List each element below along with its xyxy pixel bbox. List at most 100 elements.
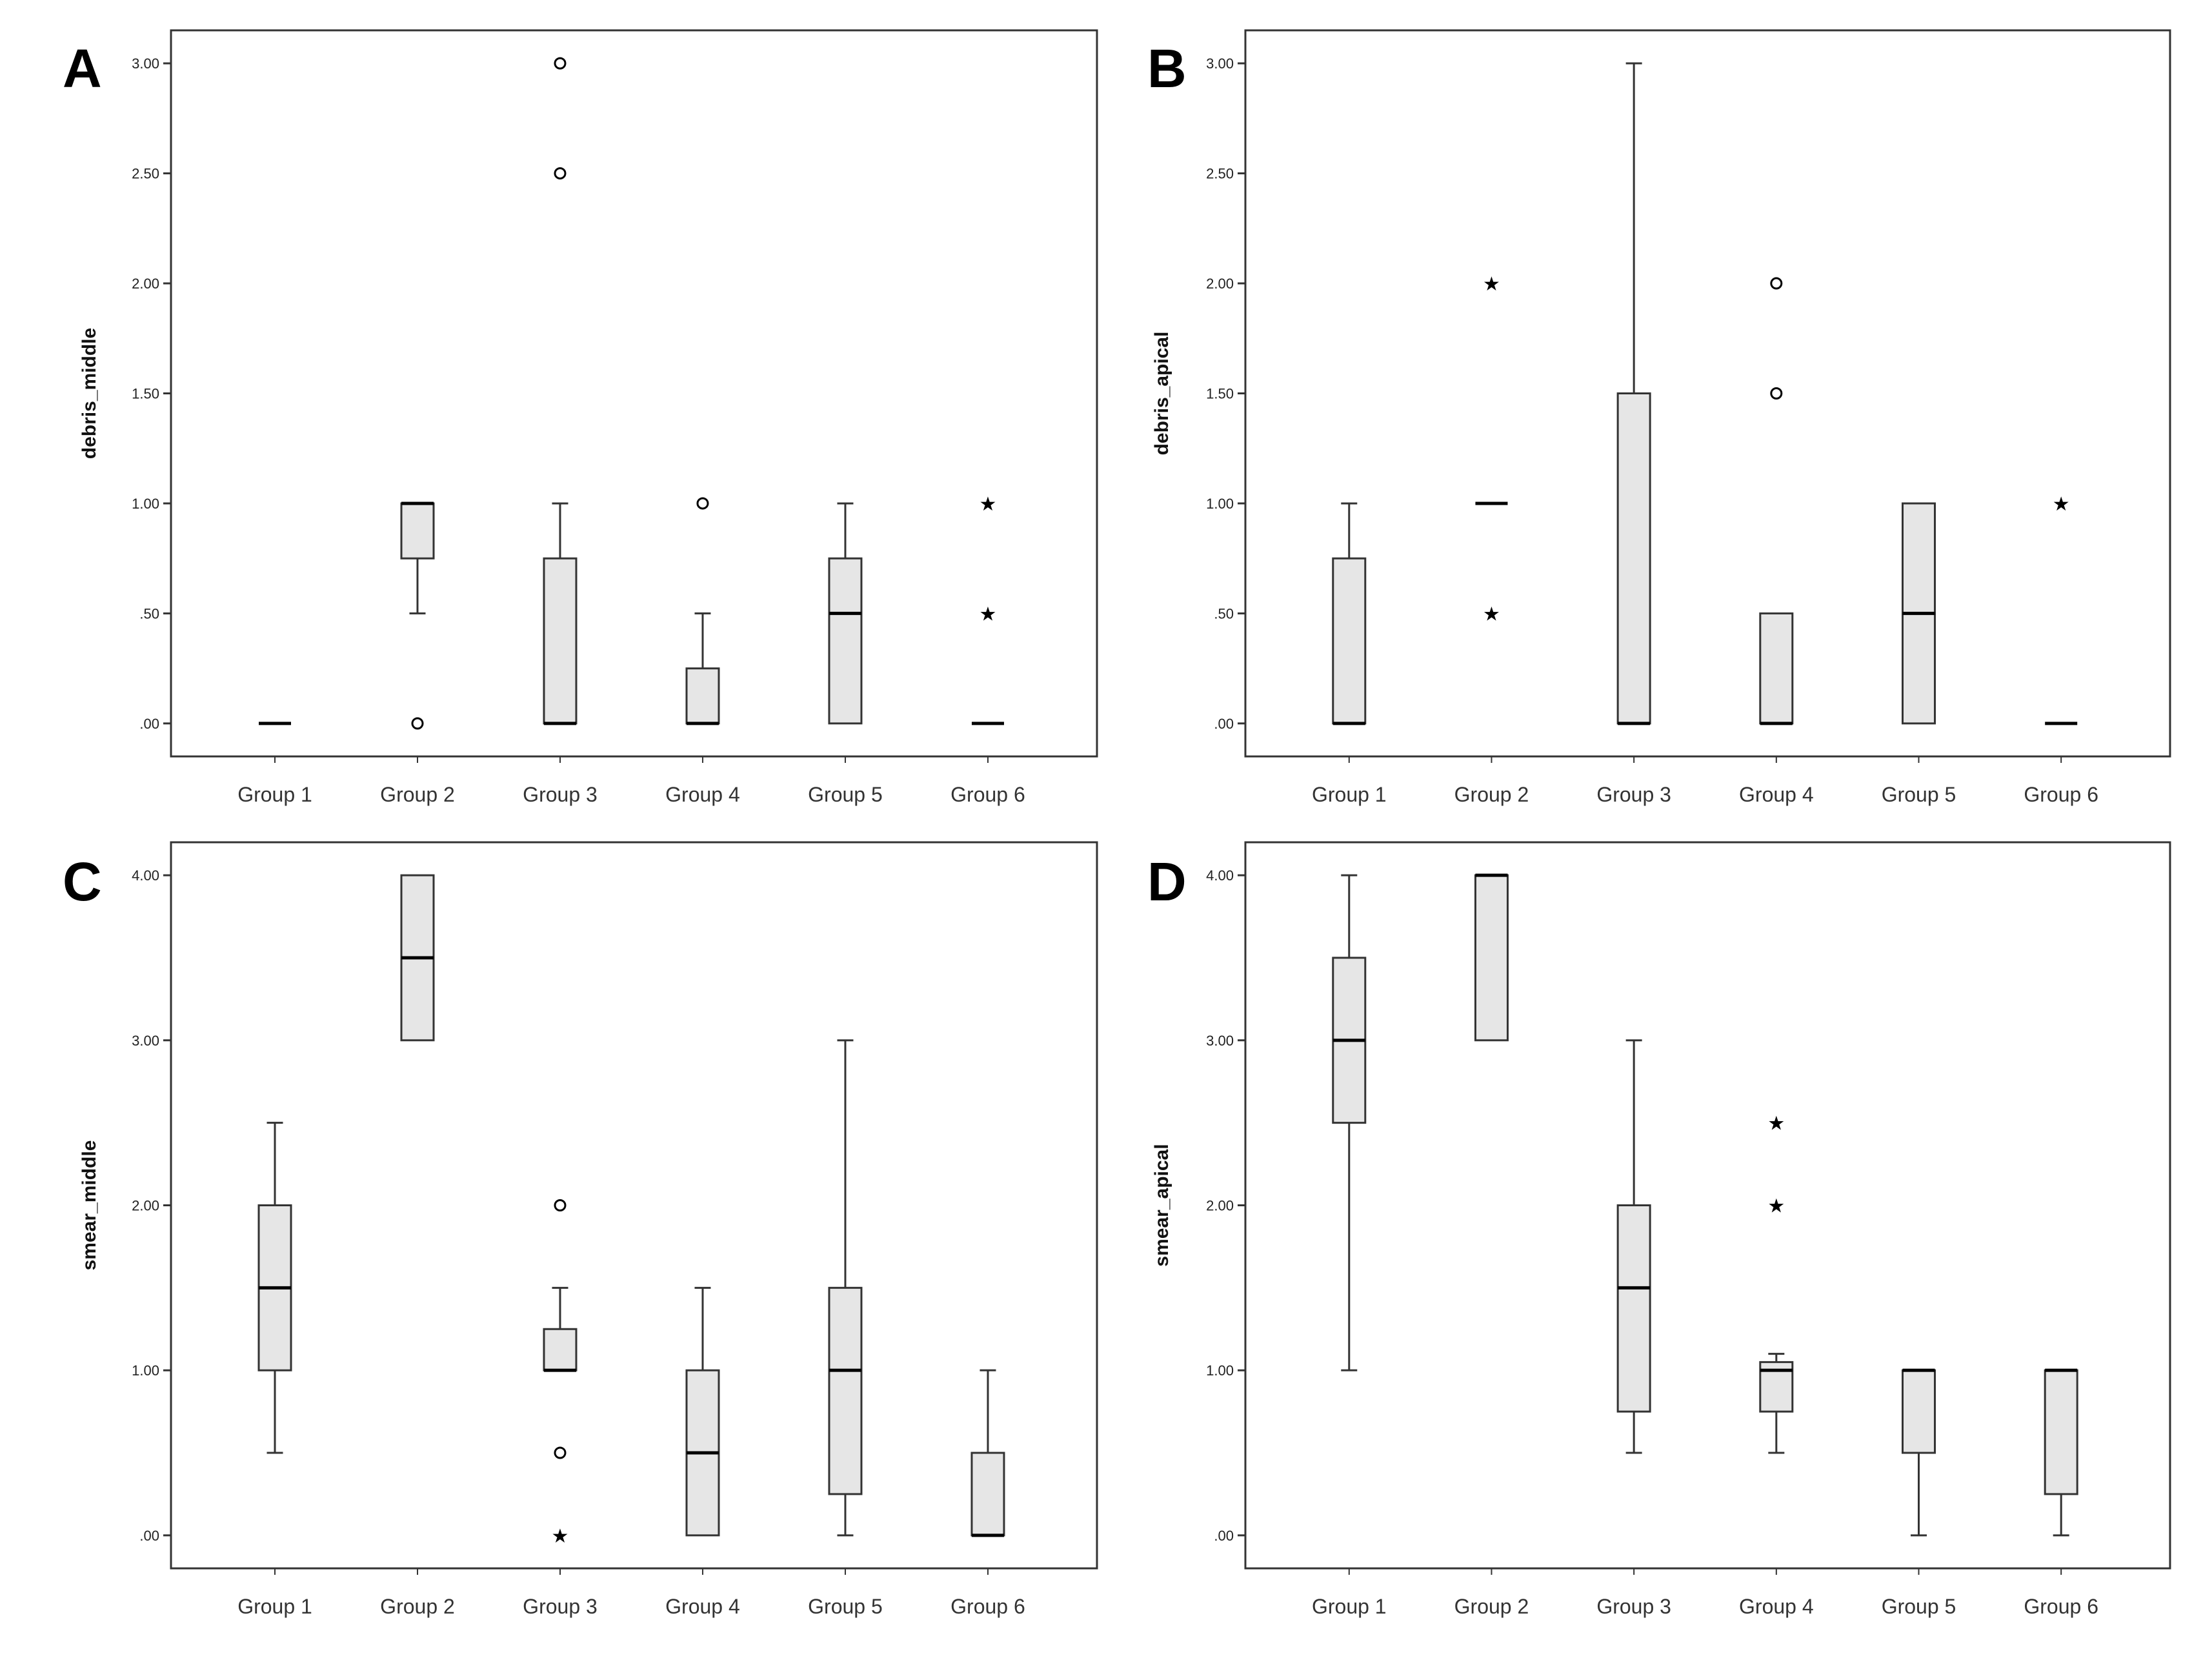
box-group-3: ★ [543,1199,578,1548]
outlier-point [554,167,567,180]
extreme-point: ★ [980,603,997,625]
x-category-label: Group 2 [380,783,455,806]
box-iqr [1902,1369,1936,1454]
box-group-4 [685,497,720,725]
box-group-1 [257,1122,292,1454]
y-tick-label: 2.50 [1206,166,1234,182]
panel-letter: D [1147,851,1187,912]
y-tick-label: 1.50 [1206,386,1234,402]
x-category-label: Group 5 [808,1595,883,1618]
y-tick-label: .00 [1214,716,1234,732]
box-iqr [970,1452,1005,1537]
x-category-label: Group 5 [1882,783,1956,806]
x-category-label: Group 1 [237,783,312,806]
outlier-point [554,1199,567,1211]
x-category-label: Group 1 [1312,1595,1387,1618]
y-tick-label: 3.00 [1206,1033,1234,1049]
x-category-label: Group 6 [950,1595,1025,1618]
outlier-point [554,57,567,70]
y-tick-label: 1.00 [132,496,159,512]
extreme-point: ★ [1483,603,1500,625]
box-group-6: ★ [2045,493,2078,725]
y-tick-label: 1.00 [1206,1362,1234,1379]
x-category-label: Group 6 [2024,783,2098,806]
y-tick-label: 4.00 [132,867,159,884]
y-tick-label: 2.00 [1206,1198,1234,1214]
x-category-label: Group 6 [950,783,1025,806]
box-iqr [685,667,720,725]
x-category-label: Group 3 [1596,783,1671,806]
box-iqr [828,557,863,725]
box-group-3 [543,57,578,725]
extreme-point: ★ [1483,273,1500,296]
y-tick-label: 3.00 [132,56,159,72]
y-tick-label: .00 [139,716,159,732]
box-group-5 [828,1039,863,1537]
extreme-point: ★ [1767,1113,1785,1135]
box-iqr [1759,612,1794,725]
box-iqr [400,502,435,560]
box-group-4: ★★ [1759,1113,1794,1454]
box-group-3 [1616,1039,1651,1454]
box-iqr [1332,557,1367,725]
y-tick-label: 1.00 [1206,496,1234,512]
x-category-label: Group 5 [1882,1595,1956,1618]
box-group-6: ★★ [971,493,1004,725]
box-iqr [543,1328,578,1372]
y-tick-label: .00 [1214,1528,1234,1544]
box-iqr [1616,392,1651,725]
x-category-label: Group 3 [523,783,598,806]
x-category-label: Group 4 [665,783,740,806]
outlier-point [1770,277,1783,290]
box-group-2 [400,874,435,1042]
x-category-label: Group 4 [665,1595,740,1618]
box-group-5 [1902,1368,1936,1537]
x-category-label: Group 3 [1596,1595,1671,1618]
x-category-label: Group 2 [380,1595,455,1618]
y-tick-label: 3.00 [132,1033,159,1049]
y-tick-label: 2.00 [1206,276,1234,292]
y-tick-label: 2.00 [132,1198,159,1214]
x-category-label: Group 2 [1454,1595,1529,1618]
y-tick-label: 3.00 [1206,56,1234,72]
x-category-label: Group 5 [808,783,883,806]
box-iqr [1474,874,1509,1042]
y-axis-label: smear_apical [1151,1144,1172,1266]
panel-letter: A [63,38,102,99]
box-group-6 [2044,1368,2078,1537]
panel-letter: C [63,851,102,912]
y-axis-label: debris_middle [79,328,100,459]
box-iqr [543,557,578,725]
x-category-label: Group 3 [523,1595,598,1618]
y-tick-label: 1.50 [132,386,159,402]
box-group-6 [970,1369,1005,1537]
box-iqr [2044,1369,2078,1495]
y-axis-label: debris_apical [1151,332,1172,456]
outlier-point [411,717,424,730]
box-group-1 [1332,502,1367,725]
extreme-point: ★ [2053,493,2070,516]
y-axis-label: smear_middle [79,1140,100,1271]
y-tick-label: 2.50 [132,166,159,182]
extreme-point: ★ [980,493,997,516]
outlier-point [696,497,709,510]
y-tick-label: 2.00 [132,276,159,292]
extreme-point: ★ [552,1525,569,1548]
box-group-2: ★★ [1475,273,1508,625]
x-category-label: Group 1 [1312,783,1387,806]
y-tick-label: 1.00 [132,1362,159,1379]
extreme-point: ★ [1767,1195,1785,1218]
x-category-label: Group 4 [1739,783,1814,806]
outlier-point [554,1446,567,1459]
box-group-3 [1616,62,1651,725]
x-category-label: Group 6 [2024,1595,2098,1618]
y-tick-label: 4.00 [1206,867,1234,884]
y-tick-label: .50 [139,605,159,622]
box-iqr [1616,1204,1651,1413]
